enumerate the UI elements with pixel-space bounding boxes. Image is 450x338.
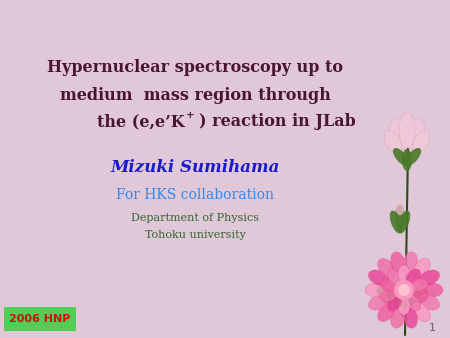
- Ellipse shape: [393, 148, 409, 166]
- Ellipse shape: [365, 283, 387, 297]
- Ellipse shape: [406, 269, 421, 285]
- Ellipse shape: [412, 130, 430, 154]
- Ellipse shape: [402, 149, 412, 171]
- Ellipse shape: [396, 205, 404, 215]
- Ellipse shape: [421, 283, 443, 297]
- Ellipse shape: [391, 252, 405, 273]
- Ellipse shape: [391, 307, 405, 328]
- Text: 1: 1: [428, 323, 436, 333]
- Ellipse shape: [404, 289, 428, 311]
- Text: Tohoku university: Tohoku university: [144, 230, 245, 240]
- Ellipse shape: [389, 118, 409, 150]
- Text: the (e,e’K: the (e,e’K: [97, 114, 185, 130]
- Ellipse shape: [380, 279, 397, 291]
- Text: ) reaction in JLab: ) reaction in JLab: [199, 114, 356, 130]
- Ellipse shape: [399, 290, 409, 318]
- Ellipse shape: [377, 287, 401, 309]
- Ellipse shape: [369, 294, 389, 310]
- Text: Department of Physics: Department of Physics: [131, 213, 259, 223]
- Ellipse shape: [399, 112, 415, 148]
- Ellipse shape: [395, 205, 405, 229]
- Ellipse shape: [387, 269, 402, 285]
- Ellipse shape: [378, 302, 395, 321]
- Ellipse shape: [419, 294, 440, 310]
- Text: +: +: [186, 111, 195, 120]
- Text: 2006 HNP: 2006 HNP: [9, 314, 71, 324]
- Text: Hypernuclear spectroscopy up to: Hypernuclear spectroscopy up to: [47, 59, 343, 76]
- Text: medium  mass region through: medium mass region through: [59, 87, 330, 103]
- Ellipse shape: [403, 307, 418, 328]
- Ellipse shape: [405, 148, 421, 166]
- Ellipse shape: [413, 259, 430, 278]
- Ellipse shape: [398, 297, 410, 315]
- Ellipse shape: [413, 302, 430, 321]
- Text: For HKS collaboration: For HKS collaboration: [116, 188, 274, 202]
- Ellipse shape: [410, 289, 428, 301]
- Ellipse shape: [405, 118, 425, 150]
- Ellipse shape: [410, 279, 428, 291]
- Ellipse shape: [390, 211, 402, 234]
- Ellipse shape: [379, 285, 437, 305]
- Ellipse shape: [380, 289, 397, 301]
- Ellipse shape: [406, 295, 421, 311]
- Ellipse shape: [369, 270, 389, 286]
- Ellipse shape: [419, 270, 440, 286]
- Circle shape: [398, 284, 410, 296]
- Circle shape: [394, 280, 414, 300]
- Ellipse shape: [378, 259, 395, 278]
- Ellipse shape: [403, 252, 418, 273]
- FancyBboxPatch shape: [4, 307, 76, 331]
- Ellipse shape: [384, 130, 402, 154]
- Ellipse shape: [398, 211, 410, 234]
- Ellipse shape: [398, 265, 410, 283]
- Text: Mizuki Sumihama: Mizuki Sumihama: [110, 160, 280, 176]
- Ellipse shape: [387, 295, 402, 311]
